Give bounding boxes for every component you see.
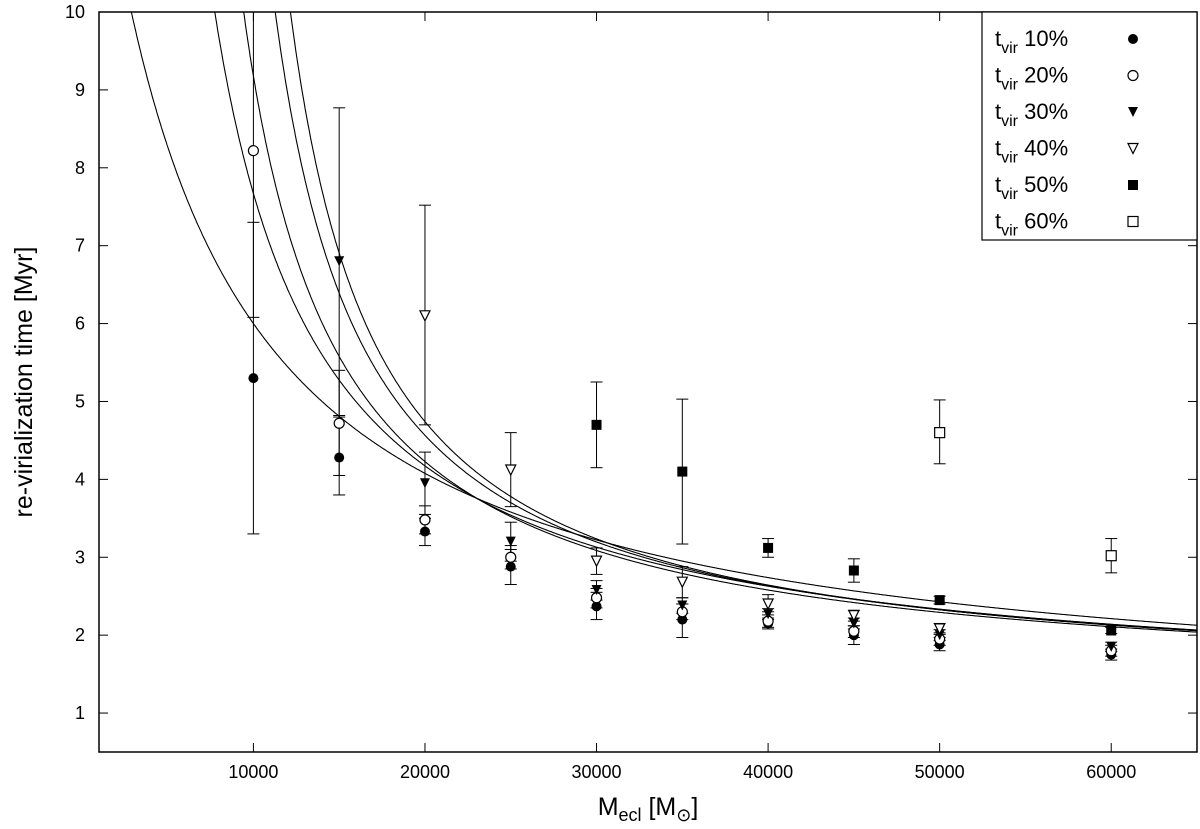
legend-marker: [1127, 69, 1139, 82]
x-axis-title-unit-close: ]: [691, 793, 698, 821]
data-points: [247, 12, 1118, 661]
y-tick-label: 6: [75, 314, 85, 334]
data-point: [677, 466, 688, 477]
data-point: [505, 561, 516, 572]
fit-curve: [243, 12, 1197, 633]
y-tick-label: 4: [75, 469, 85, 489]
y-tick-label: 9: [75, 80, 85, 100]
legend-marker: [1128, 180, 1138, 190]
data-point: [504, 464, 517, 477]
data-point: [505, 536, 516, 547]
data-point: [677, 614, 688, 625]
x-tick-label: 30000: [572, 762, 622, 782]
fit-curve: [214, 12, 1197, 631]
data-point: [762, 598, 775, 611]
legend-label: tvir 40%: [995, 136, 1068, 167]
legend-label: tvir 20%: [995, 63, 1068, 94]
data-point: [590, 555, 603, 568]
y-tick-label: 7: [75, 236, 85, 256]
data-point: [248, 373, 259, 384]
x-tick-label: 10000: [228, 762, 278, 782]
legend-label-sub: vir: [1001, 77, 1019, 94]
data-point: [334, 452, 345, 463]
axis-ticks: 10000 20000 30000 40000 50000 60000 1 2 3 4 5 6 7 8 9 1…: [65, 2, 1197, 782]
legend-label-rest: 30%: [1018, 99, 1068, 124]
legend-label-rest: 40%: [1018, 136, 1068, 161]
fit-curve: [130, 12, 1197, 626]
data-point: [419, 478, 430, 489]
y-tick-label: 2: [75, 625, 85, 645]
data-point: [933, 623, 946, 636]
data-point: [934, 427, 946, 439]
y-tick-label: 1: [75, 703, 85, 723]
data-point: [418, 310, 431, 323]
legend-marker: [1128, 34, 1138, 44]
legend-marker: [1127, 142, 1139, 155]
y-tick-label: 3: [75, 547, 85, 567]
legend-label-sub: vir: [1001, 186, 1019, 203]
legend-label-rest: 10%: [1018, 26, 1068, 51]
data-point: [676, 576, 689, 589]
data-point: [847, 610, 860, 623]
data-point: [1106, 625, 1117, 636]
data-point: [934, 595, 945, 606]
legend-label: tvir 50%: [995, 172, 1068, 203]
data-point: [333, 417, 345, 429]
legend-label-main: t: [995, 26, 1001, 51]
legend: tvir 10%tvir 20%tvir 30%tvir 40%tvir 50%…: [981, 11, 1198, 241]
x-axis-title-main: M: [598, 793, 619, 821]
x-axis-title-unit-open: [M: [642, 793, 677, 821]
legend-label: tvir 60%: [995, 209, 1068, 240]
legend-label: tvir 10%: [995, 26, 1068, 57]
legend-label-sub: vir: [1001, 113, 1019, 130]
data-point: [591, 419, 602, 430]
y-axis-title: re-virialization time [Myr]: [10, 247, 38, 518]
data-point: [763, 542, 774, 553]
legend-label-main: t: [995, 136, 1001, 161]
legend-marker: [1128, 107, 1138, 117]
legend-label-main: t: [995, 209, 1001, 234]
x-axis-title: Mecl [M⊙]: [598, 793, 699, 825]
legend-label-sub: vir: [1001, 150, 1019, 167]
data-point: [763, 609, 774, 620]
x-tick-label: 60000: [1086, 762, 1136, 782]
fit-curve: [274, 12, 1197, 632]
data-point: [1106, 641, 1117, 652]
legend-marker: [1127, 215, 1139, 228]
plot-frame: [98, 11, 1198, 753]
legend-box: [981, 11, 1198, 241]
legend-label-main: t: [995, 99, 1001, 124]
legend-label-rest: 60%: [1018, 209, 1068, 234]
fit-curves: [130, 12, 1197, 633]
legend-label-sub: vir: [1001, 40, 1019, 57]
y-tick-label: 5: [75, 391, 85, 411]
legend-label: tvir 30%: [995, 99, 1068, 130]
legend-label-rest: 20%: [1018, 63, 1068, 88]
data-point: [247, 145, 260, 157]
data-point: [848, 618, 859, 629]
x-axis-title-sub: ecl: [619, 805, 642, 825]
y-tick-label: 8: [75, 158, 85, 178]
data-point: [419, 526, 430, 537]
legend-label-main: t: [995, 63, 1001, 88]
legend-label-rest: 50%: [1018, 172, 1068, 197]
data-point: [677, 600, 688, 611]
data-point: [1105, 550, 1117, 562]
legend-label-main: t: [995, 172, 1001, 197]
x-tick-label: 20000: [400, 762, 450, 782]
data-point: [591, 601, 602, 612]
data-point: [848, 565, 859, 576]
data-point: [334, 256, 345, 267]
x-tick-label: 40000: [743, 762, 793, 782]
x-axis-title-unit-sub: ⊙: [676, 805, 691, 825]
x-tick-label: 50000: [915, 762, 965, 782]
data-point: [505, 551, 517, 563]
data-point: [419, 514, 431, 526]
legend-label-sub: vir: [1001, 223, 1019, 240]
data-point: [591, 584, 602, 595]
y-tick-label: 10: [65, 2, 85, 22]
